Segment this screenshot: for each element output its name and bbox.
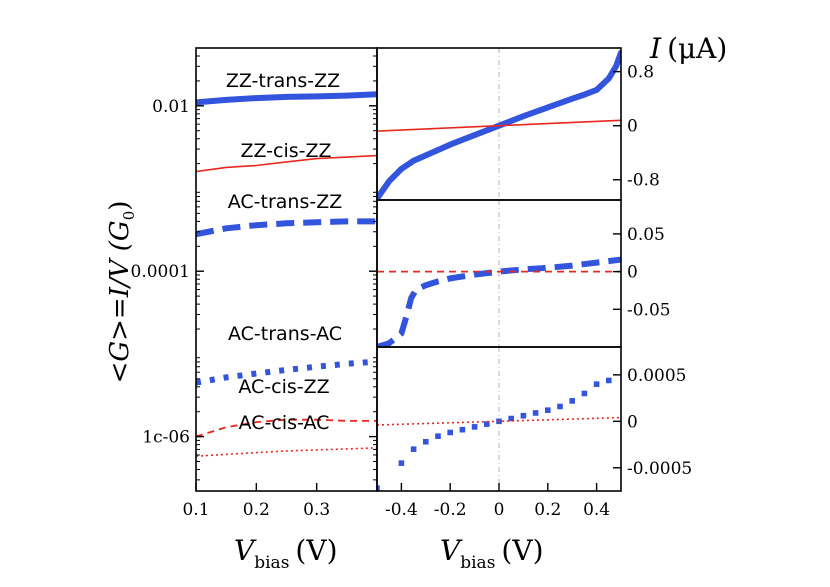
bottom-right-series-ac-trans-ac-point (410, 446, 417, 452)
bottom-right-x-tick-label: -0.4 (385, 500, 418, 520)
left-series-zz-trans-zz-line (196, 91, 377, 106)
bottom-right-series-ac-trans-ac-point (435, 433, 441, 439)
annotation-ac-cis-ac: AC-cis-AC (239, 412, 330, 434)
right-x-axis-label: Vbias (V) (440, 534, 544, 573)
bottom-right-series-ac-trans-ac-point (569, 398, 575, 404)
bottom-right-y-tick-label: 0 (627, 412, 638, 432)
bottom-right-series-ac-cis-ac-line (377, 416, 621, 426)
bottom-right-y-tick-label: -0.0005 (627, 459, 692, 479)
top-right-y-tick-label: 0 (627, 117, 638, 137)
bottom-right-series-ac-trans-ac-point (459, 426, 466, 433)
left-x-tick-label: 0.3 (303, 500, 330, 520)
bottom-right-x-tick-label: -0.2 (434, 500, 467, 520)
axes-frames (195, 47, 622, 492)
bottom-right-series-group (377, 347, 621, 491)
bottom-right-series-ac-trans-ac-point (520, 412, 527, 419)
bottom-right-series-ac-trans-ac-point (581, 390, 588, 397)
bottom-right-series-ac-trans-ac-point (496, 418, 502, 425)
annotation-zz-cis-zz: ZZ-cis-ZZ (240, 140, 331, 162)
left-y-tick-label: 0.01 (152, 97, 190, 117)
bottom-right-series-ac-trans-ac-point (484, 421, 490, 427)
plot-marks (196, 48, 621, 491)
right-y-axis-label: I (μA) (649, 32, 727, 65)
left-y-axis-label: <G>=I/V (G0) (105, 201, 138, 384)
bottom-right-series-ac-trans-ac-point (508, 415, 514, 422)
bottom-right-series-ac-trans-ac-point (423, 438, 429, 445)
left-x-tick-label: 0.1 (182, 500, 209, 520)
top-right-series-zz-cis-zz-line (377, 119, 621, 132)
top-right-series-zz-trans-zz-line (377, 49, 621, 200)
bottom-right-series-ac-trans-ac-point (532, 410, 539, 416)
bottom-right-x-tick-label: 0.4 (583, 500, 610, 520)
bottom-right-series-ac-trans-ac-point (593, 381, 600, 387)
top-right-y-tick-label: 0.8 (627, 63, 654, 83)
bottom-right-series-ac-trans-ac-point (606, 377, 612, 384)
bottom-right-y-tick-label: 0.0005 (627, 366, 686, 386)
bottom-right-x-tick-label: 0.2 (534, 500, 561, 520)
bottom-right-series-ac-trans-ac-point (377, 485, 380, 491)
middle-right-y-tick-label: 0 (627, 263, 638, 283)
middle-right-y-tick-label: -0.05 (627, 300, 671, 320)
left-series-ac-trans-zz-line (196, 218, 377, 238)
bottom-right-series-ac-trans-ac-point (447, 429, 453, 436)
left-series-group (196, 91, 377, 457)
left-x-tick-label: 0.2 (243, 500, 270, 520)
bottom-right-series-ac-trans-ac-point (557, 403, 563, 410)
top-right-y-tick-label: -0.8 (627, 171, 660, 191)
bottom-right-series-ac-trans-ac-point (471, 424, 478, 430)
tick-labels: 0.01 0.0001 1c-06 0.1 0.2 0.3 0.8 0 -0.8 0.05 0 -0.… (131, 63, 693, 520)
left-series-ac-cis-ac-line (196, 447, 377, 457)
bottom-right-series-ac-trans-ac-point (545, 407, 551, 413)
middle-right-series-group (377, 200, 621, 347)
left-y-tick-label: 0.0001 (131, 262, 190, 282)
left-series-zz-cis-zz-line (196, 154, 377, 173)
left-y-tick-label: 1c-06 (142, 428, 190, 448)
annotation-zz-trans-zz: ZZ-trans-ZZ (226, 70, 340, 92)
left-x-axis-label: Vbias (V) (234, 534, 338, 573)
middle-right-series-ac-trans-zz-line (377, 256, 621, 347)
top-right-series-group (377, 48, 621, 200)
middle-right-y-tick-label: 0.05 (627, 225, 665, 245)
annotation-ac-trans-ac: AC-trans-AC (228, 323, 342, 345)
bottom-right-x-tick-label: 0 (494, 500, 505, 520)
left-series-ac-trans-ac-line (196, 358, 377, 386)
annotation-ac-cis-zz: AC-cis-ZZ (238, 376, 329, 398)
annotations: ZZ-trans-ZZ ZZ-cis-ZZ AC-trans-ZZ AC-trans-… (226, 70, 342, 434)
annotation-ac-trans-zz: AC-trans-ZZ (228, 191, 343, 213)
bottom-right-series-ac-trans-ac-point (398, 460, 405, 466)
